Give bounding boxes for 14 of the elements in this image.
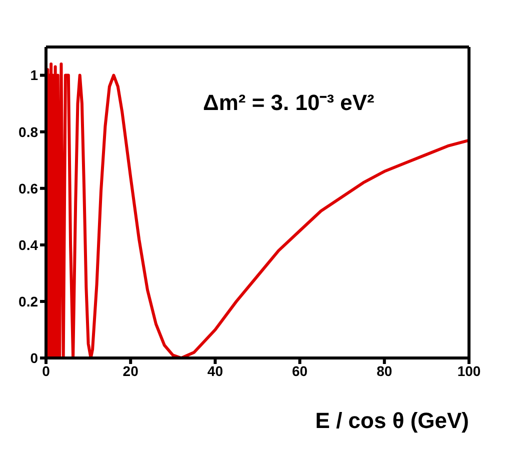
y-tick-label: 0.6 — [18, 180, 38, 196]
x-tick-label: 60 — [292, 362, 308, 379]
y-tick-label: 0 — [30, 350, 38, 366]
x-tick-label: 80 — [376, 362, 392, 379]
x-tick-label: 40 — [207, 362, 224, 379]
y-tick-label: 0.8 — [18, 124, 38, 140]
x-tick-label: 20 — [122, 362, 139, 379]
y-tick-label: 0.4 — [18, 236, 38, 253]
x-tick-label: 100 — [457, 362, 481, 379]
x-axis-title: E / cos θ (GeV) — [315, 408, 469, 433]
y-tick-label: 1 — [30, 67, 38, 84]
annotation: Δm² = 3. 10⁻³ eV² — [203, 89, 374, 116]
y-tick-label: 0.2 — [18, 293, 38, 310]
x-tick-label: 0 — [42, 362, 50, 379]
